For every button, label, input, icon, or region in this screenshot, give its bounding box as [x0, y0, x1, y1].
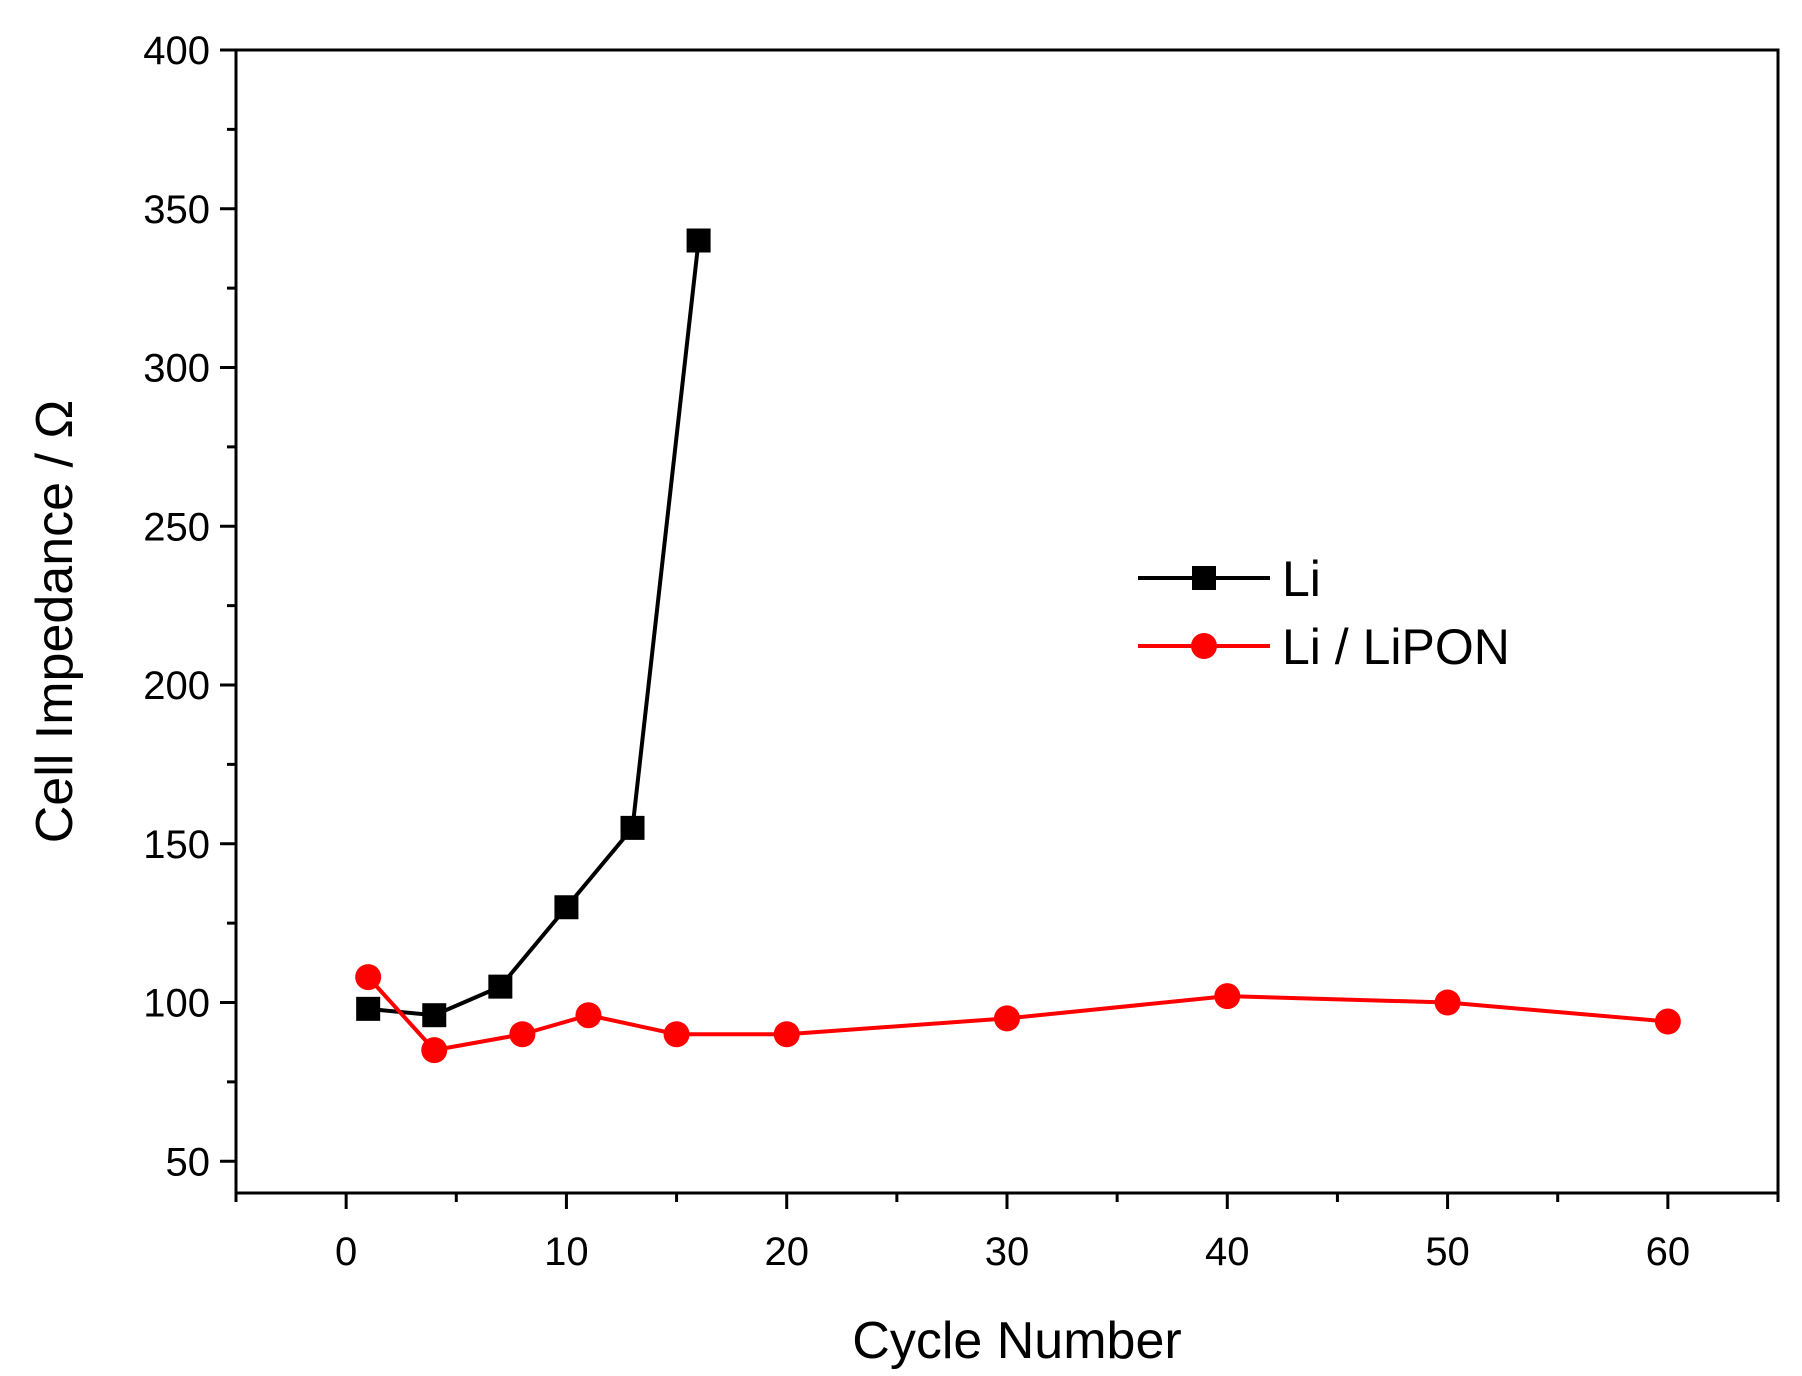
y-tick-label: 200 [143, 664, 210, 708]
data-point-square [422, 1003, 447, 1028]
tick-labels: 0 10 20 30 40 50 60 50 100 150 200 250 300 350 400 [143, 29, 1690, 1274]
data-point-square [356, 996, 381, 1021]
x-tick-label: 0 [335, 1230, 357, 1274]
legend-marker-circle [1191, 633, 1217, 659]
data-point-circle [575, 1002, 602, 1029]
series-layer [355, 228, 1681, 1064]
data-point-circle [773, 1021, 800, 1048]
x-tick-label: 40 [1205, 1230, 1250, 1274]
y-tick-label: 300 [143, 347, 210, 391]
data-point-square [686, 228, 711, 253]
series-line [366, 975, 1669, 1053]
y-tick-label: 400 [143, 29, 210, 73]
data-point-square [554, 895, 579, 920]
legend-label: Li / LiPON [1282, 619, 1510, 675]
data-point-circle [1434, 989, 1461, 1016]
legend-item-li-lipon: Li / LiPON [1138, 619, 1510, 675]
y-tick-label: 50 [166, 1140, 211, 1184]
x-tick-label: 50 [1425, 1230, 1470, 1274]
data-point-circle [1654, 1008, 1681, 1035]
legend-marker-square [1192, 566, 1216, 590]
legend: Li Li / LiPON [1138, 551, 1510, 675]
x-tick-label: 30 [985, 1230, 1030, 1274]
x-tick-label: 10 [544, 1230, 589, 1274]
y-axis-title: Cell Impedance / Ω [26, 400, 84, 844]
data-point-circle [663, 1021, 690, 1048]
data-point-circle [1214, 983, 1241, 1010]
data-point-circle [421, 1037, 448, 1064]
legend-item-li: Li [1138, 551, 1321, 607]
data-point-circle [994, 1005, 1020, 1032]
x-axis-title: Cycle Number [852, 1312, 1181, 1370]
x-tick-label: 20 [764, 1230, 809, 1274]
legend-label: Li [1282, 551, 1321, 607]
y-tick-label: 350 [143, 188, 210, 232]
y-tick-label: 250 [143, 505, 210, 549]
data-point-square [488, 974, 513, 999]
series-line [367, 240, 701, 1018]
x-tick-label: 60 [1646, 1230, 1691, 1274]
series-li [356, 228, 711, 1028]
data-point-circle [355, 964, 382, 991]
data-point-square [620, 815, 645, 840]
data-point-circle [509, 1021, 536, 1048]
axis-ticks [220, 48, 1780, 1209]
y-tick-label: 100 [143, 982, 210, 1026]
y-tick-label: 150 [143, 823, 210, 867]
series-li-lipon [355, 964, 1681, 1064]
